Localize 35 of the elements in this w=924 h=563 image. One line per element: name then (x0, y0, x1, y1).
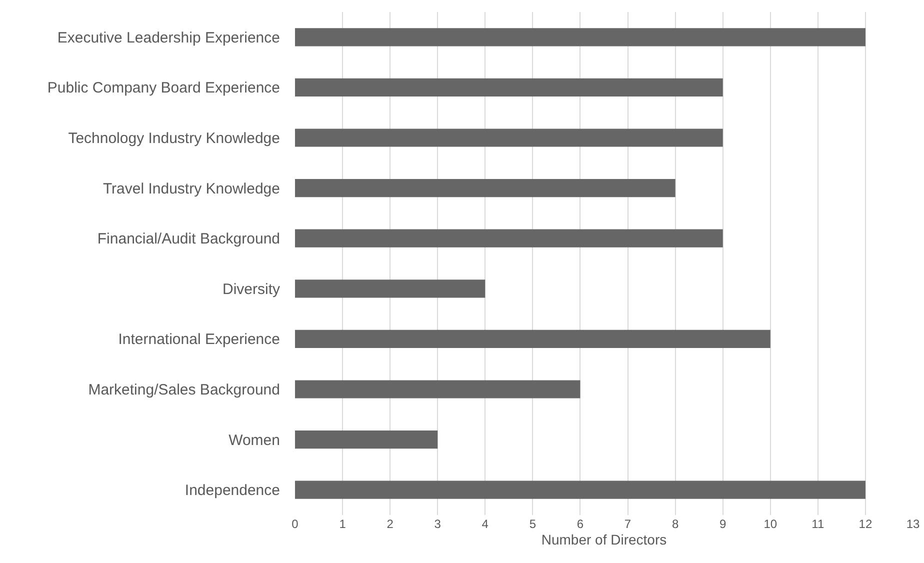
x-tick-label: 3 (434, 517, 442, 531)
bar (295, 280, 486, 298)
x-tick-label: 2 (386, 517, 394, 531)
y-tick-label: Diversity (222, 280, 280, 298)
x-tick-label: 11 (812, 517, 824, 531)
y-tick-label: Public Company Board Experience (47, 80, 280, 97)
y-tick-label: Executive Leadership Experience (57, 29, 280, 46)
x-axis-title: Number of Directors (541, 531, 667, 548)
bar (295, 28, 866, 46)
y-tick-label: Marketing/Sales Background (88, 382, 280, 398)
bar (295, 179, 676, 198)
x-tick-label: 4 (482, 517, 489, 531)
y-tick-label: Independence (184, 482, 280, 500)
y-tick-label: Financial/Audit Background (97, 230, 280, 248)
y-tick-label: International Experience (118, 331, 280, 348)
x-tick-label: 10 (764, 517, 778, 531)
x-tick-label: 9 (720, 517, 727, 531)
x-tick-label: 0 (292, 517, 299, 531)
bar (295, 480, 866, 499)
bar (295, 128, 723, 147)
bar (295, 380, 580, 398)
y-tick-label: Technology Industry Knowledge (68, 130, 280, 147)
x-tick-label: 6 (576, 517, 584, 531)
y-tick-label: Travel Industry Knowledge (102, 180, 280, 198)
x-tick-label: 8 (672, 517, 679, 531)
x-tick-label: 5 (529, 517, 536, 531)
bar (295, 78, 723, 96)
x-tick-label: 12 (858, 517, 872, 531)
bar (295, 430, 438, 449)
bar (295, 330, 770, 348)
x-tick-label: 7 (624, 517, 632, 531)
y-tick-label: Women (228, 432, 280, 449)
x-tick-label: 1 (339, 517, 346, 531)
bar (295, 229, 723, 248)
x-tick-label: 13 (906, 517, 920, 531)
